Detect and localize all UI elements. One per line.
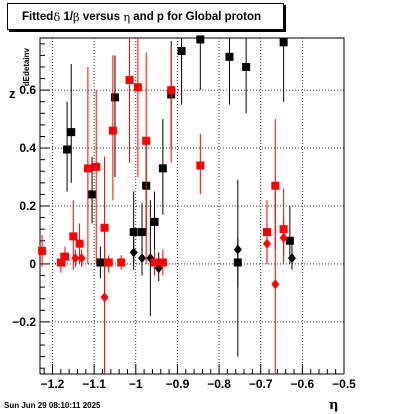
y-axis-label-main: z [9,86,16,101]
timestamp: Sun Jun 29 08:10:11 2025 [4,401,101,410]
x-tick-label: −0.9 [166,377,190,391]
chart-title: Fitted δ 1/β versus η and p for Global p… [7,3,284,30]
square-marker [150,217,159,226]
diamond-marker [71,253,80,264]
square-marker [133,83,142,92]
x-axis-label: η [329,398,339,413]
square-marker [56,258,65,267]
y-tick-label: 0.4 [19,141,36,155]
square-marker [104,258,113,267]
x-tick-label: −0.8 [207,377,231,391]
y-tick-label: 0.2 [19,199,36,213]
square-marker [110,93,119,102]
diamond-marker [233,244,242,255]
y-tick-label: 0.6 [19,83,36,97]
title-beta: β [73,9,80,24]
square-marker [196,161,205,170]
diamond-marker [138,253,147,264]
diamond-marker [77,253,86,264]
square-marker [225,52,234,61]
y-tick-label: −0.2 [12,315,36,329]
square-marker [63,145,72,154]
plot-frame [39,37,345,375]
y-axis-label: z dEdetainv [9,48,31,101]
title-prefix: Fitted [22,10,54,23]
x-tick-label: −0.7 [249,377,273,391]
square-marker [108,126,117,135]
square-marker [67,128,76,137]
square-marker [117,258,126,267]
square-marker [158,164,167,173]
x-tick-label: −1.2 [41,377,65,391]
title-eta: η [123,9,131,24]
square-marker [75,239,84,248]
title-middle2: versus [79,10,124,23]
square-marker [83,164,92,173]
square-marker [271,181,280,190]
square-marker [69,232,78,241]
diamond-marker [262,238,271,249]
square-marker [279,38,288,47]
square-marker [285,236,294,245]
square-marker [88,190,97,199]
diamond-marker [271,279,280,290]
square-marker [167,86,176,95]
square-marker [60,252,69,261]
diamond-marker [129,247,138,258]
square-marker [142,136,151,145]
x-tick-label: −1.1 [82,377,106,391]
diamond-marker [100,292,109,303]
x-tick-label: −0.5 [332,377,356,391]
title-delta: δ [53,9,61,24]
square-marker [125,76,134,84]
square-marker [38,246,47,255]
y-tick-label: 0 [29,257,36,271]
square-marker [92,162,101,171]
diamond-marker [279,232,288,243]
x-tick-label: −1 [129,377,143,391]
title-suffix: and p for Global proton [130,10,262,23]
square-marker [196,35,205,44]
square-marker [158,258,167,267]
diamond-marker [287,253,296,264]
square-marker [242,62,251,71]
title-middle: 1/ [60,10,74,23]
x-tick-label: −0.6 [291,377,315,391]
square-marker [138,228,147,237]
square-marker [177,47,186,56]
square-marker [129,228,138,237]
square-marker [96,258,105,267]
square-marker [150,258,159,267]
